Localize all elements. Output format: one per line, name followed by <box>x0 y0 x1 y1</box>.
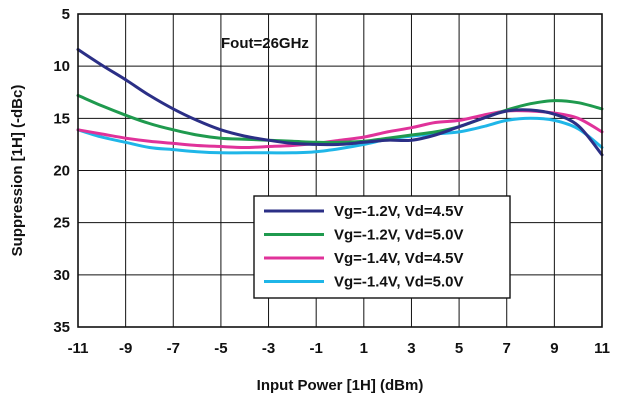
frequency-annotation: Fout=26GHz <box>221 35 309 52</box>
x-tick-label: 3 <box>407 340 415 357</box>
legend-label: Vg=-1.4V, Vd=4.5V <box>334 250 464 267</box>
y-tick-label: 10 <box>53 58 70 75</box>
y-tick-label: 25 <box>53 215 70 232</box>
x-axis-label: Input Power [1H] (dBm) <box>257 377 424 394</box>
x-tick-label: -3 <box>262 340 275 357</box>
y-axis-label: Suppression [1H] (-dBc) <box>9 85 26 257</box>
plot-frame <box>77 13 603 328</box>
legend: Vg=-1.2V, Vd=4.5V Vg=-1.2V, Vd=5.0V Vg=-1.… <box>253 195 511 299</box>
legend-label: Vg=-1.2V, Vd=5.0V <box>334 227 464 244</box>
x-tick-label: -1 <box>310 340 323 357</box>
x-tick-label: 7 <box>503 340 511 357</box>
y-tick-label: 5 <box>62 6 70 23</box>
series-line-1 <box>76 48 604 157</box>
y-tick-label: 35 <box>53 319 70 336</box>
x-tick-label: -9 <box>119 340 132 357</box>
x-tick-labels: -11 -9 -7 -5 -3 -1 1 3 5 7 9 11 <box>68 340 610 357</box>
y-tick-label: 20 <box>53 163 70 180</box>
legend-label: Vg=-1.4V, Vd=5.0V <box>334 274 464 291</box>
x-tick-label: 9 <box>550 340 558 357</box>
legend-label: Vg=-1.2V, Vd=4.5V <box>334 203 464 220</box>
series-group <box>76 48 604 157</box>
x-tick-label: -7 <box>167 340 180 357</box>
x-tick-label: 1 <box>360 340 368 357</box>
x-tick-label: -11 <box>68 340 89 357</box>
y-tick-labels: 5 10 15 20 25 30 35 <box>53 6 70 336</box>
x-tick-label: 11 <box>594 340 610 357</box>
series-line-4 <box>76 116 604 155</box>
y-tick-label: 15 <box>53 110 70 127</box>
x-tick-label: 5 <box>455 340 463 357</box>
series-line-2 <box>76 93 604 144</box>
y-tick-label: 30 <box>53 267 70 284</box>
x-tick-label: -5 <box>214 340 227 357</box>
